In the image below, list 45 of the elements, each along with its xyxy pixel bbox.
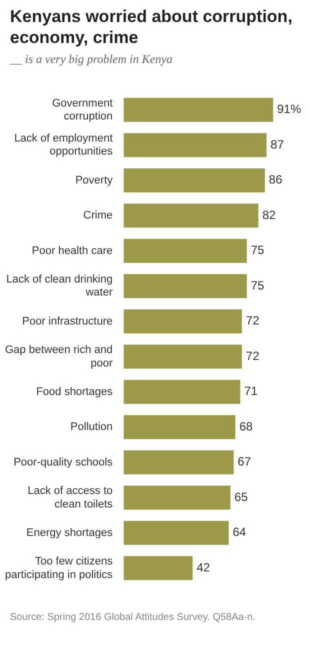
y-tick-label: Lack of clean drinking water — [6, 274, 113, 299]
data-label: 42 — [196, 560, 210, 574]
y-tick-label: Government corruption — [52, 97, 113, 122]
y-tick-label: Poor-quality schools — [14, 456, 114, 468]
data-label: 71 — [244, 384, 258, 398]
y-tick-label: Food shortages — [36, 386, 114, 398]
y-tick-label: Poverty — [75, 174, 114, 186]
bar — [124, 238, 247, 263]
bar — [124, 486, 230, 510]
data-label: 65 — [234, 490, 248, 504]
y-tick-label: Pollution — [70, 421, 113, 434]
y-tick-label: Poor infrastructure — [22, 315, 113, 328]
y-tick-label: Lack of employment opportunities — [14, 132, 114, 158]
y-tick-label: Crime — [83, 210, 113, 222]
y-tick-label: Lack of access to clean toilets — [28, 485, 114, 510]
bar — [124, 133, 267, 158]
data-label: 86 — [268, 172, 283, 187]
data-label: 68 — [239, 419, 253, 434]
data-label: 67 — [238, 454, 252, 469]
bar — [124, 309, 242, 334]
bar — [124, 204, 258, 228]
chart-title: Kenyans worried about corruption, economy, crime — [10, 6, 294, 48]
bar — [124, 556, 193, 580]
data-label: 87 — [270, 137, 284, 152]
bar — [124, 380, 240, 404]
data-label: 75 — [250, 278, 264, 292]
y-tick-label: Gap between rich and poor — [4, 344, 113, 370]
chart-subtitle: __ is a very big problem in Kenya — [10, 52, 173, 67]
bar — [124, 344, 242, 369]
bar — [124, 415, 236, 440]
data-label: 75 — [250, 243, 264, 258]
bar — [124, 98, 274, 122]
data-label: 72 — [246, 348, 260, 363]
bar — [124, 168, 265, 192]
source-note: Source: Spring 2016 Global Attitudes Survey. Q58Aa-n. — [10, 612, 256, 623]
y-tick-label: Too few citizens participating in politics — [5, 556, 114, 581]
data-label: 82 — [262, 208, 276, 222]
bar — [124, 274, 247, 298]
y-tick-label: Poor health care — [32, 244, 113, 257]
bar — [124, 520, 229, 545]
y-tick-label: Energy shortages — [26, 526, 114, 539]
data-label: 72 — [246, 314, 260, 328]
data-label: 91% — [277, 102, 302, 116]
data-label: 64 — [232, 525, 246, 540]
bar — [124, 450, 234, 474]
